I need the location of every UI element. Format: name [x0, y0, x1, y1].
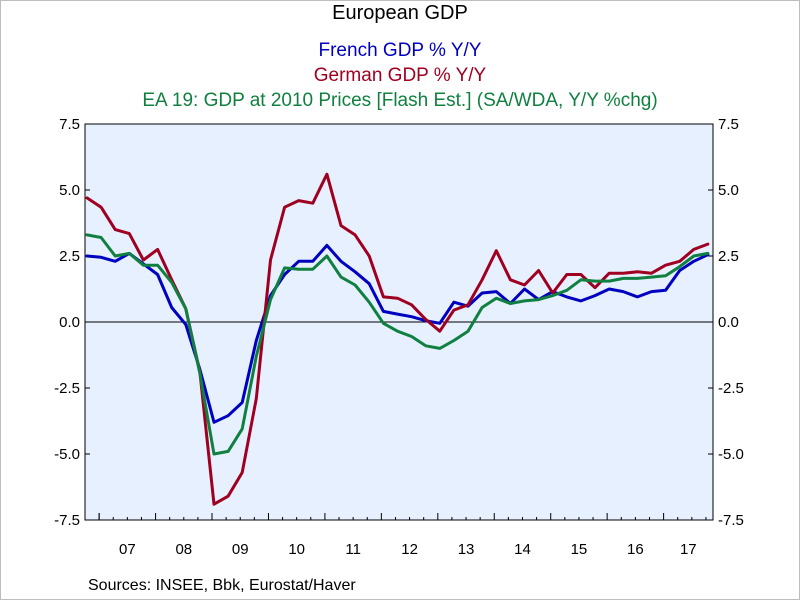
chart-title: European GDP — [332, 2, 468, 24]
y-tick-label-left: 0.0 — [59, 314, 80, 331]
series-line-ea19 — [85, 233, 710, 456]
x-tick-label: 17 — [680, 541, 697, 558]
y-tick-label-right: 0.0 — [718, 314, 739, 331]
x-tick-label: 11 — [345, 541, 361, 558]
y-tick-label-left: -7.5 — [54, 512, 80, 529]
x-tick-label: 09 — [232, 541, 249, 558]
x-tick-label: 13 — [458, 541, 475, 558]
source-note: Sources: INSEE, Bbk, Eurostat/Haver — [88, 577, 356, 594]
x-tick-label: 14 — [514, 541, 531, 558]
x-tick-label: 07 — [119, 541, 136, 558]
plot-border — [84, 123, 714, 521]
x-tick-label: 10 — [288, 541, 305, 558]
x-tick-label: 12 — [401, 541, 418, 558]
y-tick-label-left: -2.5 — [54, 380, 80, 397]
x-tick-label: 15 — [571, 541, 588, 558]
series-title-ea19: EA 19: GDP at 2010 Prices [Flash Est.] (… — [142, 90, 658, 111]
y-tick-label-right: 2.5 — [718, 248, 739, 265]
series-title-german: German GDP % Y/Y — [313, 65, 487, 86]
series-line-french — [85, 243, 710, 424]
series-title-french: French GDP % Y/Y — [318, 40, 482, 61]
y-tick-label-right: -5.0 — [718, 446, 744, 463]
y-tick-label-left: 7.5 — [59, 116, 80, 133]
y-tick-label-right: -2.5 — [718, 380, 744, 397]
y-tick-label-right: -7.5 — [718, 512, 744, 529]
y-tick-label-left: -5.0 — [54, 446, 80, 463]
y-tick-label-right: 7.5 — [718, 116, 739, 133]
y-tick-label-left: 5.0 — [59, 182, 80, 199]
y-tick-label-right: 5.0 — [718, 182, 739, 199]
x-tick-label: 08 — [175, 541, 192, 558]
y-tick-label-left: 2.5 — [59, 248, 80, 265]
x-tick-label: 16 — [627, 541, 644, 558]
